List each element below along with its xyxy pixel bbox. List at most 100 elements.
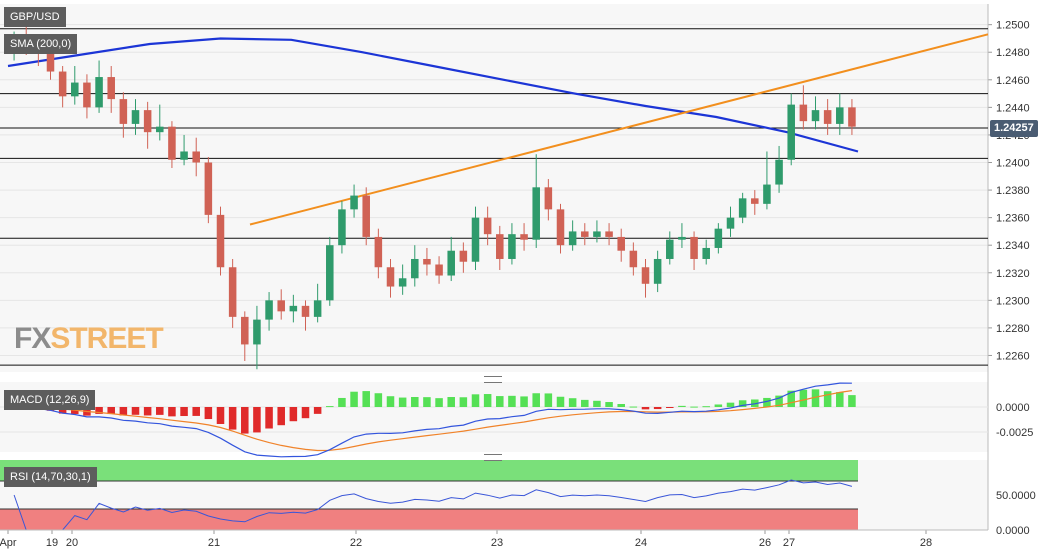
macd-histogram-bar-15	[192, 407, 200, 416]
macd-histogram-bar-60	[738, 400, 747, 407]
candle-body-47	[581, 231, 589, 237]
candle-body-56	[690, 236, 698, 259]
candle-body-58	[714, 228, 723, 248]
x-tick-label-2: 20	[66, 537, 78, 549]
candle-body-49	[605, 231, 613, 237]
candle-body-7	[95, 77, 103, 108]
candle-body-10	[131, 110, 140, 124]
macd-histogram-bar-9	[119, 407, 128, 416]
macd-histogram-bar-43	[532, 393, 540, 407]
candle-body-32	[398, 278, 407, 287]
macd-histogram-bar-47	[581, 399, 589, 407]
pane-resize-handle-rsi[interactable]	[484, 454, 502, 461]
macd-histogram-bar-51	[629, 406, 638, 408]
candle-body-57	[702, 247, 710, 259]
macd-histogram-bar-37	[459, 397, 468, 407]
macd-histogram-bar-46	[568, 398, 577, 407]
macd-histogram-bar-55	[678, 405, 686, 407]
y-tick-label-8: 1.2340	[996, 240, 1030, 252]
y-tick-label-0: 1.2500	[996, 20, 1030, 32]
candle-body-21	[265, 300, 273, 320]
symbol-label[interactable]: GBP/USD	[4, 7, 66, 27]
candle-body-12	[156, 126, 164, 133]
macd-histogram-bar-52	[641, 407, 650, 410]
macd-histogram-bar-23	[289, 407, 298, 422]
candle-body-17	[216, 214, 225, 268]
sma-legend[interactable]: SMA (200,0)	[4, 34, 78, 54]
macd-histogram-bar-32	[398, 397, 407, 407]
x-tick-label-7: 26	[759, 537, 771, 549]
macd-legend[interactable]: MACD (12,26,9)	[4, 390, 96, 410]
macd-histogram-bar-24	[301, 407, 310, 419]
candle-body-31	[386, 267, 395, 287]
candle-body-15	[192, 151, 200, 163]
fxstreet-logo: FXSTREET	[14, 322, 164, 356]
macd-histogram-bar-63	[775, 395, 783, 407]
rsi-oversold-zone	[0, 509, 858, 530]
macd-histogram-bar-25	[313, 407, 322, 414]
candle-body-8	[107, 77, 115, 100]
y-tick-label-10: 1.2300	[996, 295, 1030, 307]
macd-histogram-bar-49	[605, 402, 613, 407]
macd-histogram-bar-20	[253, 407, 261, 433]
macd-histogram-bar-45	[556, 396, 565, 407]
candle-body-68	[836, 107, 844, 124]
y-tick-label-3: 1.2440	[996, 102, 1030, 114]
candle-body-59	[726, 217, 735, 229]
macd-histogram-bar-59	[726, 402, 735, 407]
x-tick-label-4: 22	[350, 537, 362, 549]
macd-histogram-bar-13	[168, 407, 176, 417]
macd-histogram-bar-64	[787, 390, 795, 407]
macd-histogram-bar-29	[362, 391, 370, 407]
macd-histogram-bar-26	[326, 406, 334, 408]
y-tick-label-11: 1.2280	[996, 323, 1030, 335]
rsi-legend[interactable]: RSI (14,70,30,1)	[4, 467, 97, 487]
macd-tick-label-1: -0.0025	[996, 427, 1033, 439]
macd-line	[14, 382, 852, 458]
rsi-overbought-zone	[0, 460, 858, 481]
macd-histogram-bar-41	[508, 395, 516, 407]
candle-body-53	[653, 258, 662, 284]
y-tick-label-9: 1.2320	[996, 268, 1030, 280]
macd-histogram-bar-33	[411, 397, 419, 407]
macd-histogram-bar-39	[483, 394, 492, 407]
candle-body-51	[629, 250, 638, 268]
macd-histogram-bar-34	[423, 397, 431, 407]
y-tick-label-6: 1.2380	[996, 185, 1030, 197]
candle-body-25	[313, 300, 322, 317]
macd-signal-line	[14, 390, 852, 452]
y-tick-label-2: 1.2460	[996, 75, 1030, 87]
rsi-tick-label-0: 50.0000	[996, 490, 1036, 502]
candle-body-65	[799, 104, 808, 122]
candle-body-3	[46, 53, 55, 72]
candle-body-13	[168, 126, 176, 160]
candle-body-20	[253, 319, 261, 345]
x-tick-label-1: 19	[46, 537, 58, 549]
candle-body-27	[338, 209, 346, 246]
macd-histogram-bar-38	[471, 394, 480, 407]
candle-body-39	[483, 217, 492, 235]
candle-body-42	[520, 234, 528, 240]
candle-body-5	[71, 82, 79, 97]
main-pane-bg	[0, 4, 988, 372]
macd-histogram-bar-7	[95, 407, 103, 414]
macd-histogram-bar-12	[156, 407, 164, 415]
candle-body-24	[301, 305, 310, 317]
macd-histogram-bar-14	[180, 407, 188, 417]
candle-body-62	[763, 184, 771, 204]
macd-histogram-bar-18	[228, 407, 237, 430]
macd-histogram-bar-44	[544, 393, 553, 407]
candle-body-63	[775, 159, 783, 185]
candle-body-55	[678, 236, 686, 240]
candle-body-46	[568, 231, 577, 246]
candle-body-14	[180, 151, 188, 160]
macd-histogram-bar-53	[653, 407, 662, 410]
x-tick-label-9: 28	[920, 537, 932, 549]
candle-body-35	[435, 264, 443, 276]
pane-resize-handle-macd[interactable]	[484, 376, 502, 383]
logo-fx: FX	[14, 322, 51, 355]
candle-body-26	[326, 245, 334, 301]
candle-body-43	[532, 187, 540, 240]
